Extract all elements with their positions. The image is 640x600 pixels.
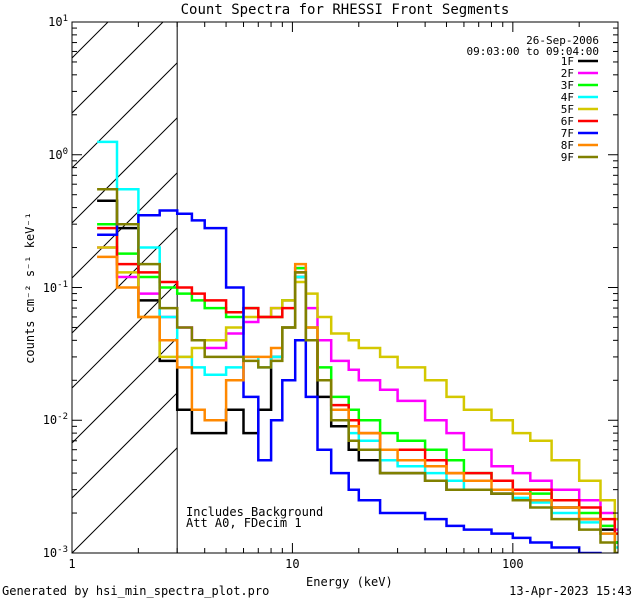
series-line-7f <box>97 209 602 553</box>
observation-date: 26-Sep-2006 <box>526 34 599 47</box>
y-tick-exponent: -2 <box>57 412 68 423</box>
y-tick-base: 10 <box>42 413 58 428</box>
legend-label-2f: 2F <box>561 67 574 80</box>
y-axis-label: counts cm⁻² s⁻¹ keV⁻¹ <box>23 212 37 364</box>
y-tick-label: 10-1 <box>38 278 68 295</box>
legend-label-4f: 4F <box>561 91 574 104</box>
legend-label-9f: 9F <box>561 151 574 164</box>
timestamp-footer: 13-Apr-2023 15:43 <box>509 584 632 598</box>
y-tick-base: 10 <box>48 147 63 162</box>
chart-title: Count Spectra for RHESSI Front Segments <box>180 2 510 18</box>
y-tick-label: 10-2 <box>38 410 68 427</box>
y-tick-base: 10 <box>48 15 63 29</box>
series-line-5f <box>97 246 618 521</box>
generated-by-footer: Generated by hsi_min_spectra_plot.pro <box>2 584 270 598</box>
y-tick-exponent: -1 <box>57 279 68 290</box>
y-tick-exponent: 1 <box>62 14 68 24</box>
legend-label-5f: 5F <box>561 103 574 116</box>
legend-label-3f: 3F <box>561 79 574 92</box>
x-axis-label: Energy (keV) <box>306 575 393 589</box>
y-tick-exponent: 0 <box>62 146 68 157</box>
y-tick-label: 10-3 <box>38 543 68 560</box>
legend-label-8f: 8F <box>561 139 574 152</box>
y-tick-exponent: -3 <box>57 545 68 555</box>
x-tick-label: 100 <box>501 557 524 571</box>
legend-label-1f: 1F <box>561 55 574 68</box>
legend-label-7f: 7F <box>561 127 574 140</box>
series-line-9f <box>97 187 618 553</box>
attenuator-annotation: Att A0, FDecim 1 <box>186 516 302 530</box>
y-tick-label: 101 <box>38 12 68 29</box>
x-tick-label: 1 <box>68 557 76 571</box>
y-tick-base: 10 <box>42 546 58 560</box>
y-tick-label: 100 <box>38 145 68 162</box>
y-axis-label-text: counts cm⁻² s⁻¹ keV⁻¹ <box>23 212 37 364</box>
x-tick-label: 10 <box>285 557 300 571</box>
observation-time-range: 09:03:00 to 09:04:00 <box>466 45 599 58</box>
legend-label-6f: 6F <box>561 115 574 128</box>
background-annotation: Includes Background <box>186 505 324 519</box>
y-tick-base: 10 <box>42 280 58 295</box>
